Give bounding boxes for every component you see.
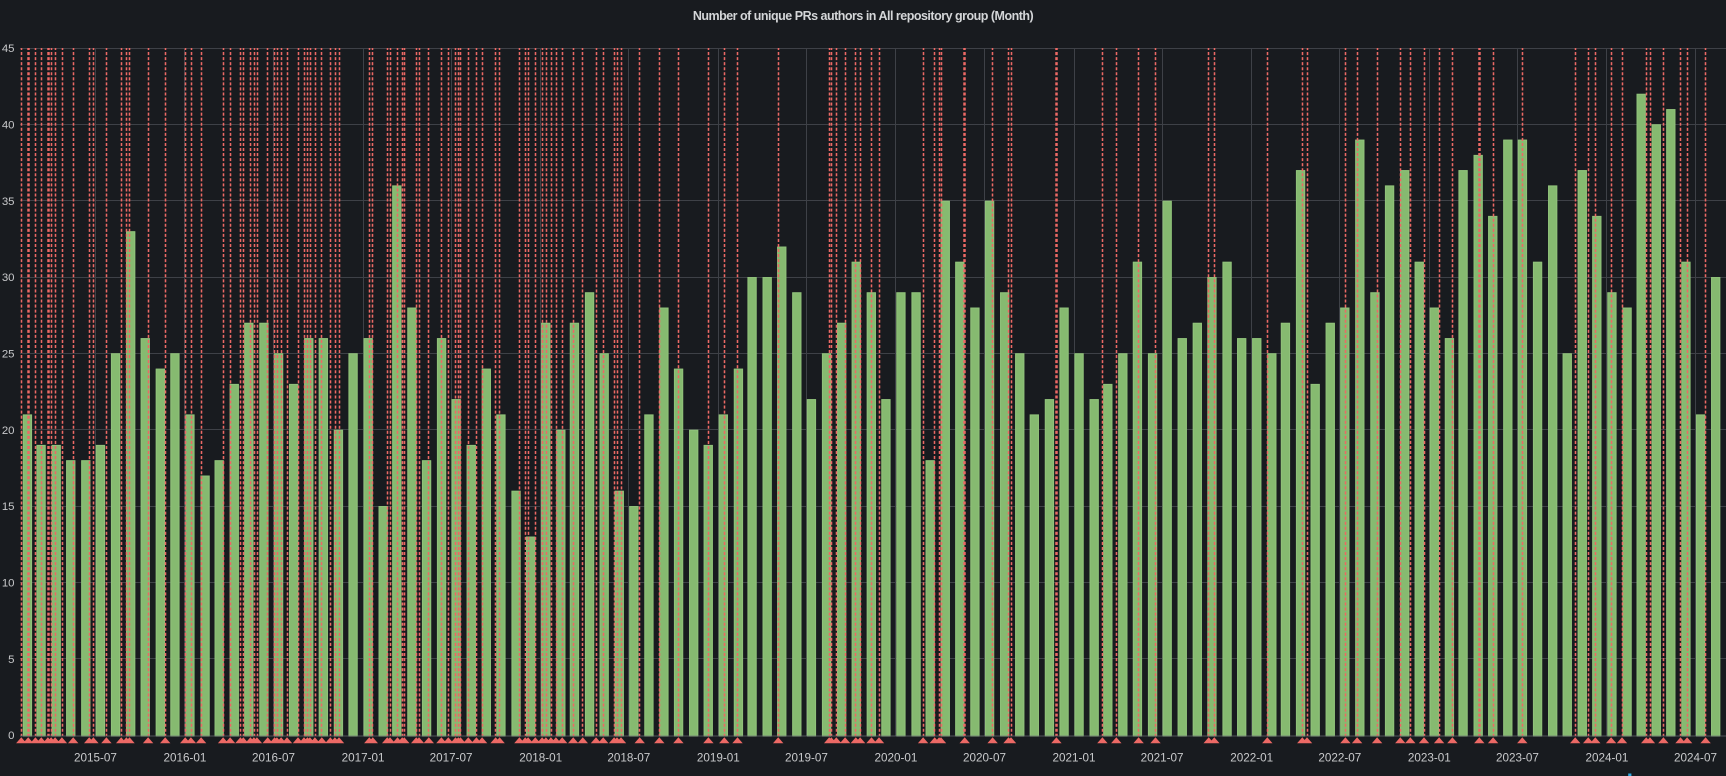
svg-text:30: 30 — [2, 272, 15, 284]
svg-text:15: 15 — [2, 501, 15, 513]
svg-text:2015-07: 2015-07 — [74, 752, 117, 765]
svg-text:2022-07: 2022-07 — [1318, 752, 1361, 765]
svg-text:2019-01: 2019-01 — [697, 752, 740, 765]
svg-text:2024-01: 2024-01 — [1585, 752, 1628, 765]
svg-text:2019-07: 2019-07 — [785, 752, 828, 765]
svg-text:2021-07: 2021-07 — [1141, 752, 1184, 765]
svg-text:2016-07: 2016-07 — [252, 752, 295, 765]
svg-text:2021-01: 2021-01 — [1053, 752, 1096, 765]
svg-text:2020-01: 2020-01 — [874, 752, 917, 765]
svg-text:2018-01: 2018-01 — [519, 752, 562, 765]
svg-text:45: 45 — [2, 43, 15, 55]
svg-text:2024-07: 2024-07 — [1674, 752, 1717, 765]
svg-text:10: 10 — [2, 577, 15, 589]
svg-text:2016-01: 2016-01 — [163, 752, 206, 765]
svg-text:2017-01: 2017-01 — [342, 752, 385, 765]
svg-text:35: 35 — [2, 196, 15, 208]
svg-text:40: 40 — [2, 119, 15, 131]
svg-text:20: 20 — [2, 425, 15, 437]
svg-text:25: 25 — [2, 348, 15, 360]
svg-text:2022-01: 2022-01 — [1230, 752, 1273, 765]
svg-text:5: 5 — [8, 654, 14, 666]
svg-text:2020-07: 2020-07 — [963, 752, 1006, 765]
svg-text:2023-07: 2023-07 — [1496, 752, 1539, 765]
svg-text:2017-07: 2017-07 — [430, 752, 473, 765]
svg-text:2018-07: 2018-07 — [607, 752, 650, 765]
svg-text:2023-01: 2023-01 — [1408, 752, 1451, 765]
svg-text:0: 0 — [8, 730, 14, 742]
svg-text:Number of unique PRs authors i: Number of unique PRs authors in All repo… — [693, 9, 1034, 23]
